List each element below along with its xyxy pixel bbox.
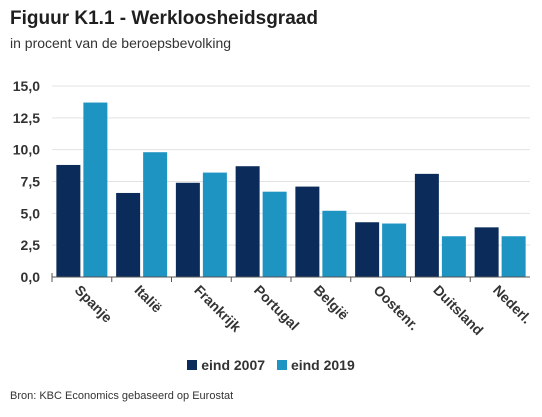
bar-2007 [235,166,260,277]
bar-2019 [202,172,227,277]
x-category-label: Frankrijk [191,282,244,335]
bar-2019 [262,191,287,277]
bar-2019 [143,152,168,277]
y-tick-label: 10,0 [13,142,40,158]
bar-2007 [56,164,81,277]
x-category-label: Nederl. [490,282,535,327]
y-tick-label: 7,5 [21,174,41,190]
bar-2007 [175,182,200,277]
bar-2019 [501,236,526,277]
chart-title: Figuur K1.1 - Werkloosheidsgraad [10,8,318,29]
bar-2007 [414,173,439,277]
bar-chart: 0,0 2,5 5,0 7,5 10,0 12,5 15,0 Spanje Italië Fran… [13,78,535,338]
x-category-label: Oostenr. [371,282,422,333]
legend-swatch-2007 [187,360,198,370]
legend-swatch-2019 [276,360,287,370]
y-tick-label: 0,0 [21,269,41,285]
legend-item-2007: eind 2007 [187,357,265,373]
bar-2007 [295,186,320,277]
legend-label-2007: eind 2007 [201,357,266,373]
x-category-label: België [311,282,352,323]
legend-label-2019: eind 2019 [290,357,355,373]
x-category-label: Spanje [72,282,116,326]
bar-2019 [382,223,407,277]
x-category-label: Italië [132,282,166,316]
chart-subtitle: in procent van de beroepsbevolking [10,35,232,51]
y-tick-label: 5,0 [21,205,41,221]
source-note: Bron: KBC Economics gebaseerd op Eurosta… [10,390,234,402]
bar-2007 [116,192,141,277]
bar-2019 [83,102,108,277]
y-tick-label: 15,0 [13,78,40,94]
y-tick-label: 2,5 [21,237,41,253]
bar-2007 [474,227,499,277]
x-category-label: Portugal [251,282,302,333]
y-tick-label: 12,5 [13,110,40,126]
bar-2019 [441,236,466,277]
x-category-label: Duitsland [430,282,486,338]
legend-item-2019: eind 2019 [276,357,355,373]
bar-2019 [322,210,347,277]
legend: eind 2007 eind 2019 [0,357,542,373]
bar-2007 [355,222,380,277]
